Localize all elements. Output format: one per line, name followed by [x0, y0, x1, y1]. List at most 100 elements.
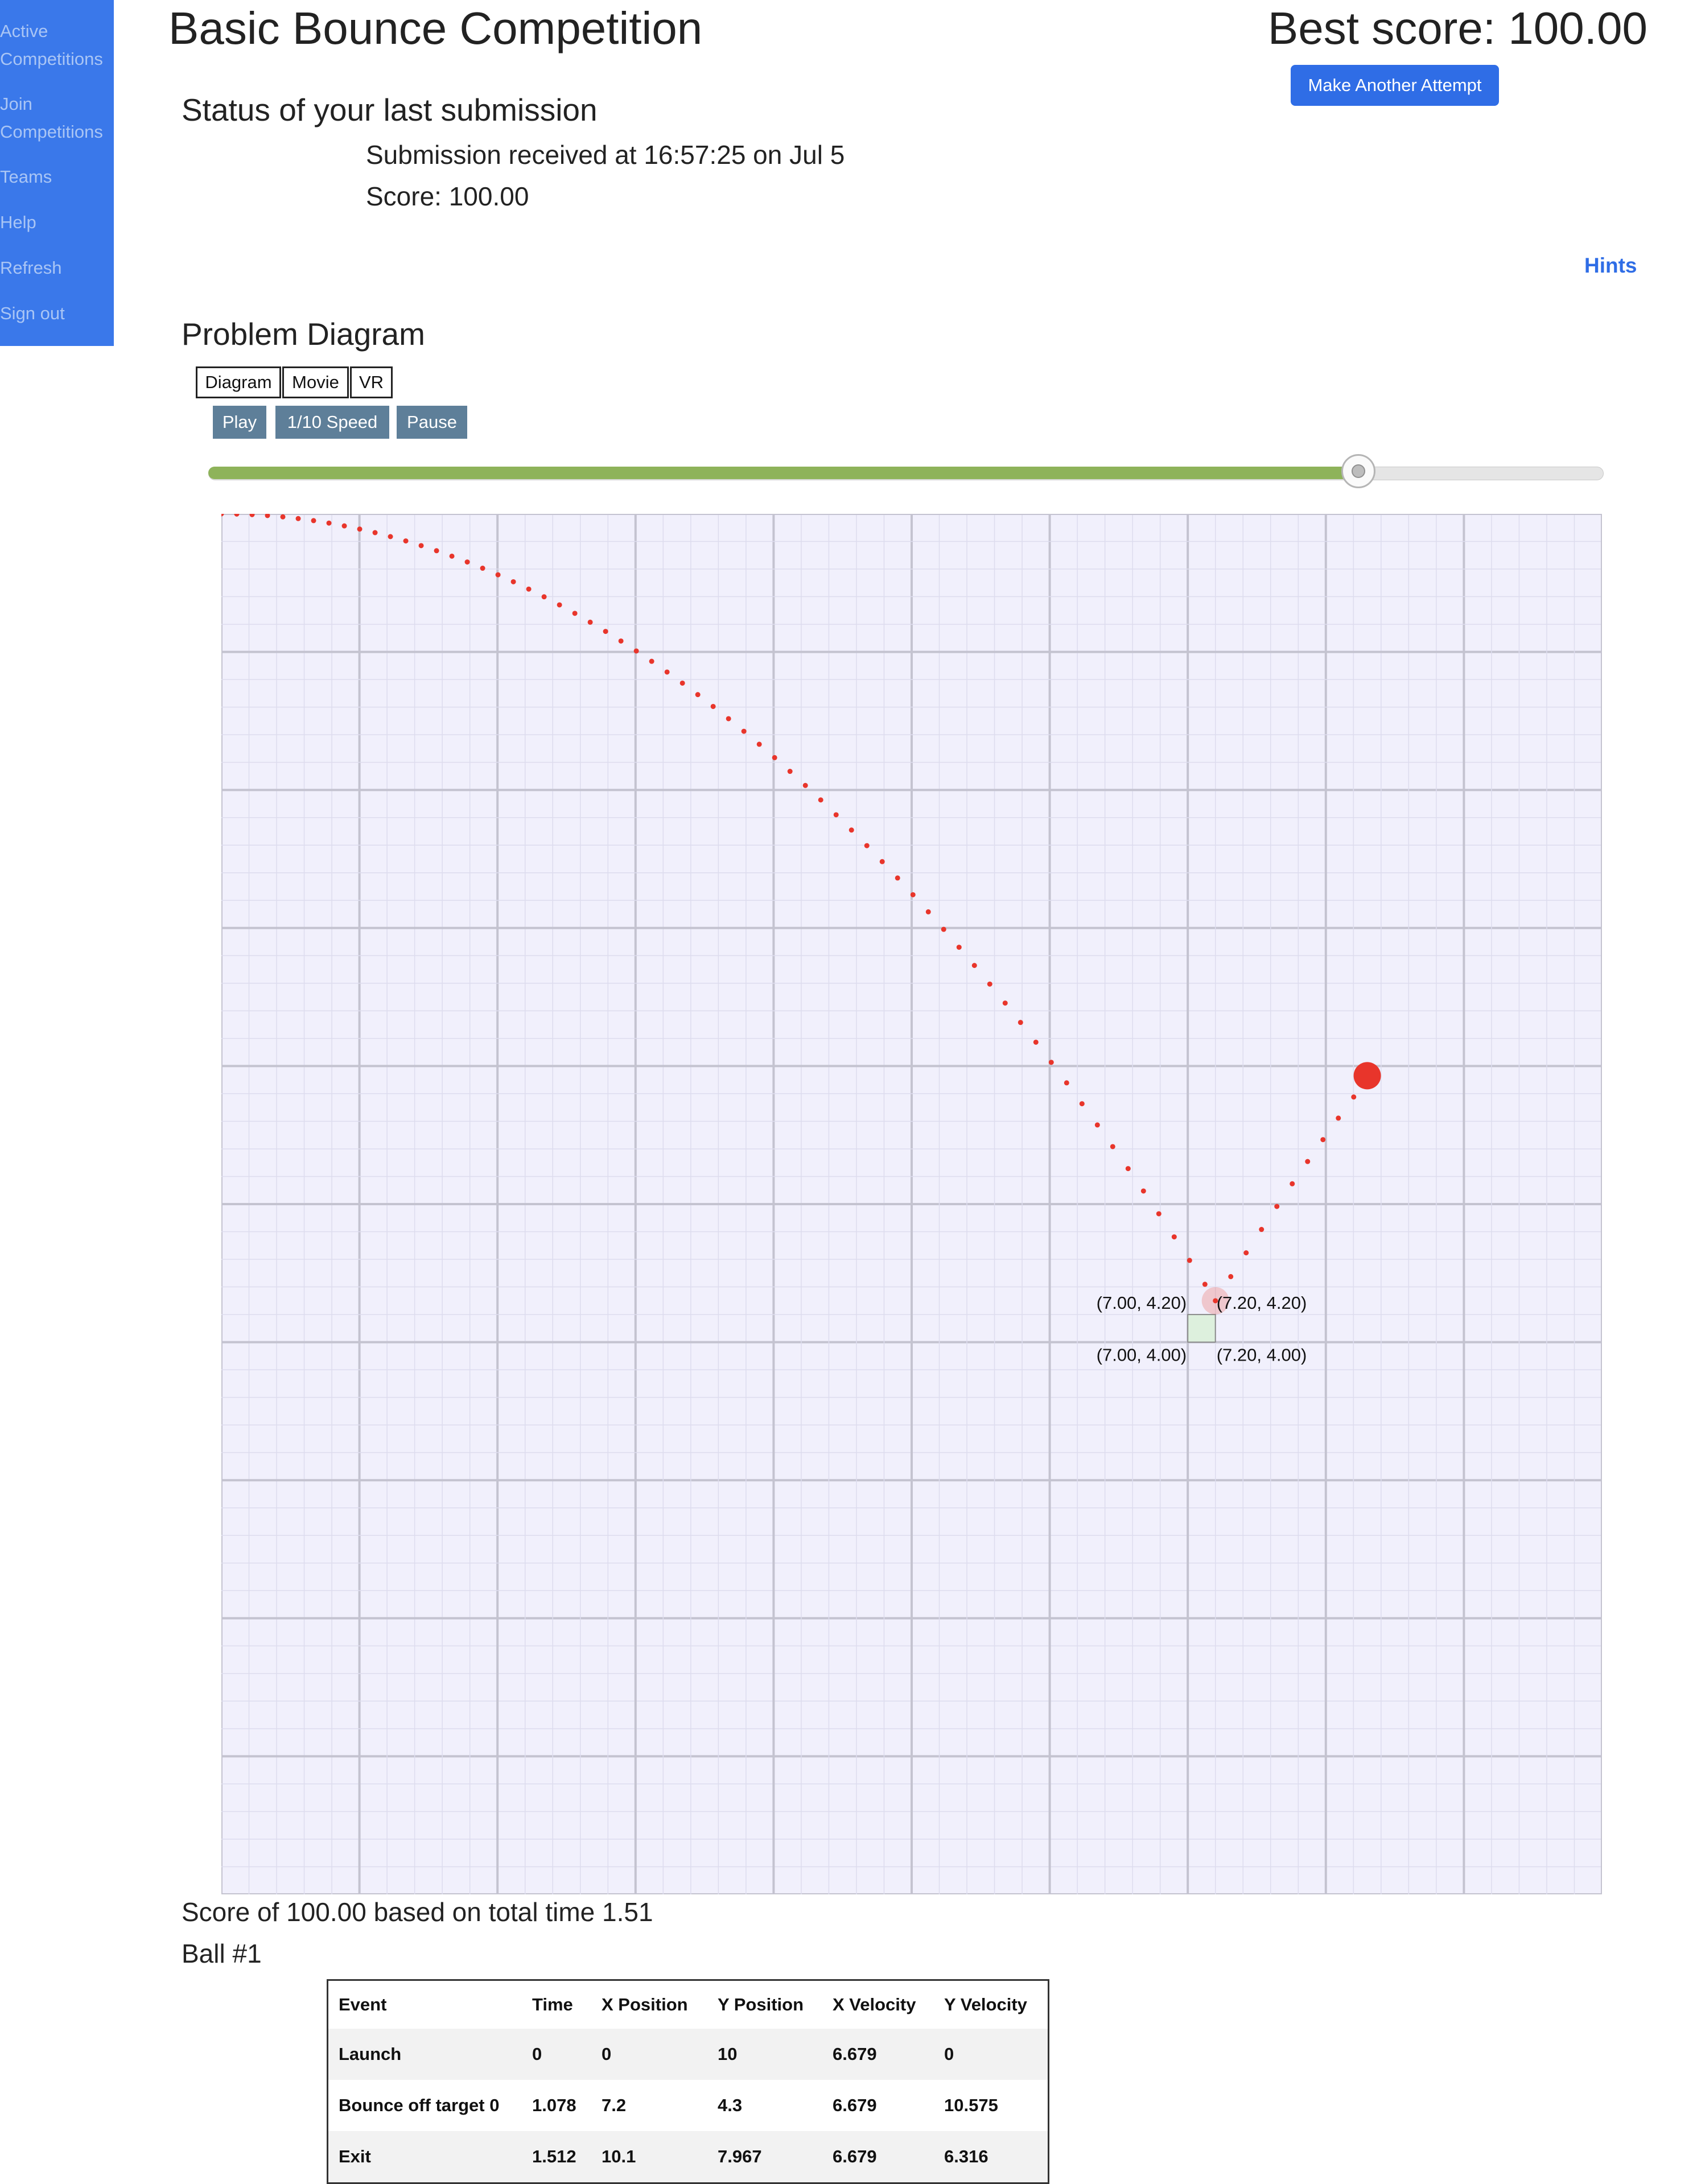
ball — [1353, 1062, 1381, 1090]
trajectory-dot — [1213, 1298, 1218, 1304]
sidebar-item-help[interactable]: Help — [0, 208, 114, 236]
trajectory-dot — [987, 981, 992, 987]
trajectory-dot — [480, 566, 485, 571]
slow-speed-button[interactable]: 1/10 Speed — [275, 406, 389, 439]
plot-grid — [221, 514, 1602, 1894]
table-cell: 10 — [718, 2043, 738, 2064]
trajectory-dot — [388, 534, 393, 539]
trajectory-dot — [541, 594, 547, 600]
timeline-slider[interactable] — [208, 454, 1604, 488]
trajectory-dot — [403, 538, 409, 544]
trajectory-dot — [741, 728, 747, 734]
trajectory-dot — [1228, 1274, 1234, 1279]
trajectory-dot — [1002, 1000, 1008, 1006]
table-cell: 6.679 — [833, 2146, 877, 2166]
trajectory-dot — [633, 648, 639, 654]
trajectory-dot — [1018, 1020, 1023, 1025]
submission-status-heading: Status of your last submission — [182, 92, 598, 127]
table-cell: 7.967 — [718, 2146, 762, 2166]
column-header: X Velocity — [833, 1995, 916, 2014]
timeline-progress-fill — [208, 467, 1359, 479]
column-header: X Position — [602, 1995, 688, 2014]
table-cell: Bounce off target 0 — [339, 2095, 500, 2115]
table-cell: 10.1 — [602, 2146, 636, 2166]
ball-events-table: Event Time X Position Y Position X Veloc… — [327, 1979, 1049, 2184]
trajectory-dot — [925, 909, 931, 914]
trajectory-dot — [557, 602, 562, 608]
trajectory-dot — [787, 769, 793, 774]
table-cell: Launch — [339, 2043, 402, 2064]
make-another-attempt-button[interactable]: Make Another Attempt — [1291, 65, 1499, 106]
bounce-flash — [1201, 1287, 1229, 1314]
table-cell: 6.316 — [944, 2146, 988, 2166]
trajectory-dot — [418, 543, 424, 549]
table-row: Exit 1.512 10.1 7.967 6.679 6.316 — [327, 2131, 1049, 2183]
table-cell: Exit — [339, 2146, 371, 2166]
trajectory-dot — [895, 875, 900, 881]
table-cell: 1.078 — [532, 2095, 576, 2115]
trajectory-dot — [249, 514, 255, 517]
table-row: Bounce off target 0 1.078 7.2 4.3 6.679 … — [328, 2080, 1049, 2131]
sidebar-item-sign-out[interactable]: Sign out — [0, 299, 114, 327]
trajectory-dot — [664, 669, 670, 675]
trajectory-dot — [833, 812, 839, 818]
table-cell: 10.575 — [944, 2095, 998, 2115]
trajectory-dot — [1033, 1039, 1039, 1045]
sidebar-item-label: Competitions — [0, 49, 103, 69]
trajectory-dot — [1110, 1144, 1115, 1149]
column-header: Time — [532, 1995, 573, 2014]
sidebar-item-refresh[interactable]: Refresh — [0, 254, 114, 282]
target-box — [1187, 1314, 1216, 1343]
timeline-handle[interactable] — [1341, 454, 1376, 488]
trajectory-dot — [341, 523, 347, 529]
column-header: Y Position — [718, 1995, 804, 2014]
tab-diagram[interactable]: Diagram — [196, 366, 281, 398]
trajectory-dot — [280, 514, 286, 520]
problem-diagram-heading: Problem Diagram — [182, 316, 425, 352]
table-cell: 6.679 — [833, 2043, 877, 2064]
trajectory-dot — [1156, 1211, 1161, 1217]
trajectory-dot — [726, 716, 731, 722]
ball-heading: Ball #1 — [182, 1939, 262, 1968]
sidebar-item-label: Active — [0, 21, 48, 41]
hints-link[interactable]: Hints — [1584, 254, 1637, 277]
trajectory-dot — [879, 859, 885, 864]
submission-score-text: Score: 100.00 — [366, 182, 529, 211]
sidebar-nav: Active Competitions Join Competitions Te… — [0, 0, 114, 346]
trajectory-dot — [971, 963, 977, 969]
sidebar-item-label: Sign out — [0, 303, 65, 323]
tab-movie[interactable]: Movie — [282, 366, 349, 398]
trajectory-dot — [649, 658, 654, 664]
table-cell: 7.2 — [602, 2095, 627, 2115]
trajectory-dot — [603, 629, 608, 634]
trajectory-dot — [572, 611, 578, 616]
trajectory-dot — [1064, 1080, 1069, 1086]
trajectory-dot — [221, 514, 224, 517]
trajectory-dot — [956, 945, 962, 950]
play-button[interactable]: Play — [213, 406, 266, 439]
trajectory-dot — [434, 548, 439, 554]
table-cell: 0 — [532, 2043, 542, 2064]
trajectory-dot — [818, 797, 823, 803]
trajectory-dot — [495, 572, 501, 578]
trajectory-dot — [679, 680, 685, 686]
trajectory-dot — [234, 514, 240, 517]
tab-vr[interactable]: VR — [350, 366, 393, 398]
trajectory-dot — [1274, 1204, 1280, 1209]
trajectory-dot — [864, 843, 870, 848]
table-cell: 6.679 — [833, 2095, 877, 2115]
trajectory-dot — [1125, 1166, 1131, 1172]
column-header: Y Velocity — [944, 1995, 1027, 2014]
sidebar-item-active-competitions[interactable]: Active Competitions — [0, 17, 114, 73]
trajectory-dot — [295, 516, 301, 521]
trajectory-dot — [1171, 1234, 1177, 1240]
trajectory-dot — [1351, 1094, 1357, 1100]
best-score: Best score: 100.00 — [1267, 3, 1647, 53]
sidebar-item-teams[interactable]: Teams — [0, 163, 114, 191]
trajectory-dot — [265, 514, 270, 518]
pause-button[interactable]: Pause — [397, 406, 467, 439]
sidebar-item-join-competitions[interactable]: Join Competitions — [0, 90, 114, 146]
submission-received-text: Submission received at 16:57:25 on Jul 5 — [366, 140, 845, 170]
table-cell: 0 — [944, 2043, 954, 2064]
table-cell: 0 — [602, 2043, 612, 2064]
